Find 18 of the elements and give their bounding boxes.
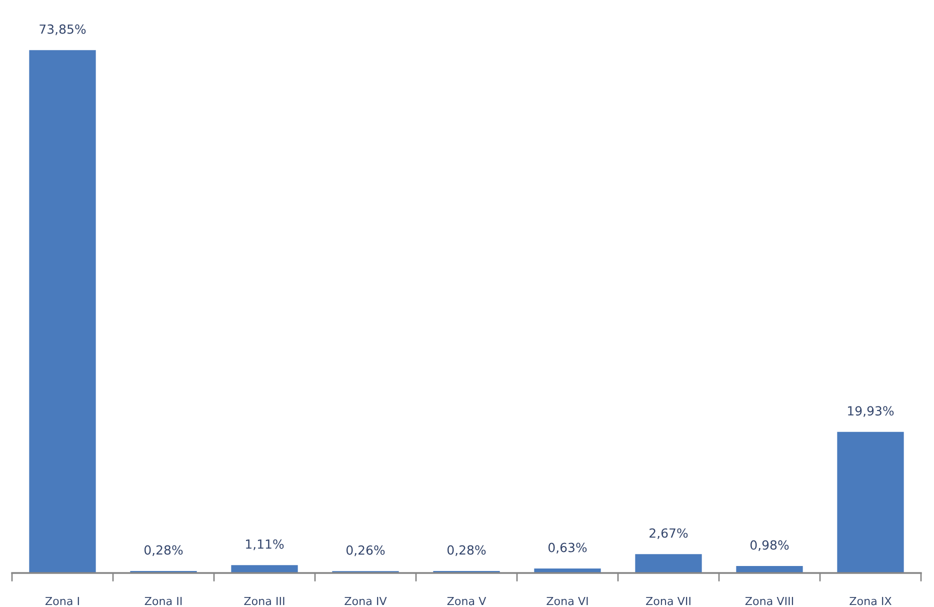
x-tick-label: Zona III (244, 596, 284, 606)
x-tick-label: Zona VIII (745, 596, 794, 606)
x-tick-label: Zona II (144, 596, 182, 606)
x-tick-label: Zona I (45, 596, 79, 606)
x-tick-label: Zona V (447, 596, 486, 606)
data-label: 0,63% (548, 542, 587, 554)
data-label: 0,26% (346, 545, 385, 556)
data-label: 0,28% (447, 545, 486, 556)
data-label: 19,93% (848, 406, 894, 417)
x-tick-label: Zona VI (546, 596, 588, 606)
data-label: 73,85% (40, 24, 86, 36)
data-label: 2,67% (650, 528, 688, 540)
x-tick-label: Zona IX (850, 596, 892, 606)
x-tick-label: Zona IV (344, 596, 387, 606)
x-tick-label: Zona VII (646, 596, 690, 606)
data-label: 1,11% (246, 539, 284, 550)
data-label: 0,98% (750, 540, 789, 552)
data-label: 0,28% (144, 545, 183, 556)
